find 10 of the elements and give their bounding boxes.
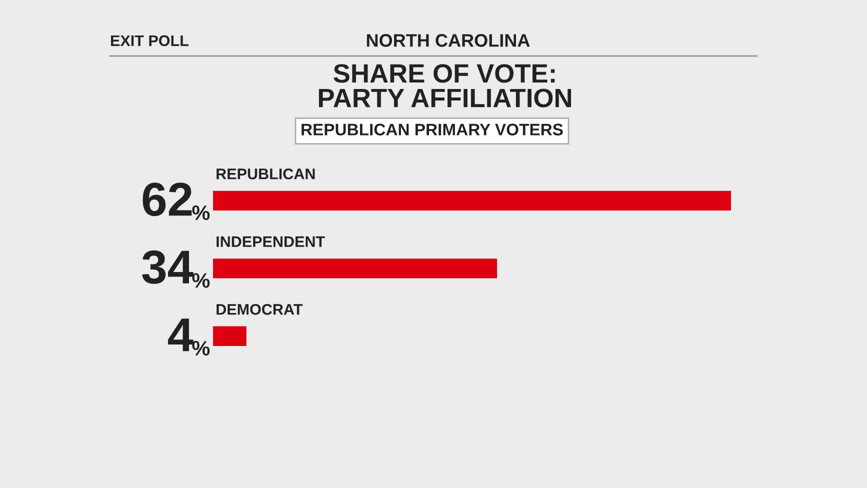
data-label: 34%: [142, 250, 210, 288]
data-label: 62%: [142, 182, 210, 220]
y-tick-label: DEMOCRAT: [216, 304, 303, 315]
data-label: 4%: [168, 318, 210, 356]
y-tick-label: REPUBLICAN: [216, 168, 315, 180]
chart-title: SHARE OF VOTE: PARTY AFFILIATION: [318, 64, 572, 108]
text: NORTH CAROLINA: [366, 34, 530, 47]
chart-subtitle: REPUBLICAN PRIMARY VOTERS: [302, 124, 563, 136]
text: EXIT POLL: [111, 35, 188, 46]
y-tick-label: INDEPENDENT: [216, 236, 325, 247]
